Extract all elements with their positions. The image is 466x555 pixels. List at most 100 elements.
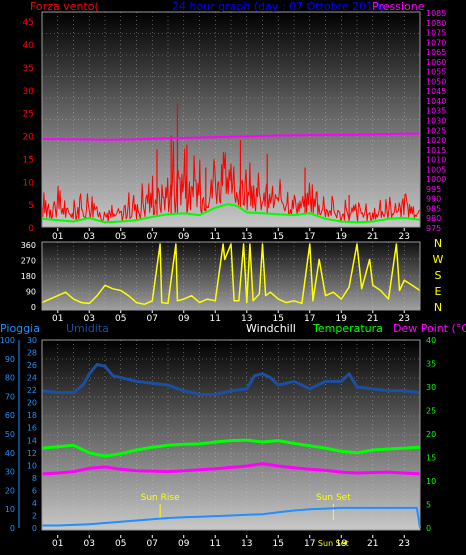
temperature-axis-tick: 25 <box>426 407 436 416</box>
pressure-axis-tick: 1080 <box>426 19 446 28</box>
meteo-xaxis-tick-label: 07 <box>147 539 158 549</box>
humidity-axis-tick: 20 <box>5 486 15 495</box>
direction-panel-frame <box>41 241 421 311</box>
meteo-xaxis-tick-label: 13 <box>241 539 252 549</box>
direction-xaxis-tick-label: 03 <box>84 314 95 324</box>
humidity-axis-tick: 50 <box>5 430 15 439</box>
pressure-axis-tick: 975 <box>426 224 441 233</box>
wind-axis-tick: 5 <box>28 201 34 211</box>
temperature-axis-tick: 30 <box>426 383 436 392</box>
pressure-axis-tick: 980 <box>426 214 441 223</box>
meteo-xaxis-tick-label: 01 <box>52 539 63 549</box>
rain-axis-tick: 28 <box>27 349 37 358</box>
wind-axis-tick: 25 <box>23 110 34 120</box>
pressure-axis-tick: 990 <box>426 195 441 204</box>
wind-xaxis-tick-label: 07 <box>147 232 158 242</box>
meteo-panel-background <box>42 340 420 530</box>
direction-xaxis-tick-label: 09 <box>178 314 190 324</box>
wind-xaxis-tick-label: 03 <box>84 232 95 242</box>
pressure-series <box>41 132 420 141</box>
pressure-axis-tick: 1000 <box>426 175 446 184</box>
wind-axis-tick: 15 <box>23 155 34 165</box>
humidity-axis-tick: 30 <box>5 468 15 477</box>
direction-axis-tick: 270 <box>21 257 36 266</box>
direction-xaxis-tick-label: 21 <box>367 314 378 324</box>
direction-xaxis-tick-label: 05 <box>115 314 126 324</box>
direction-xaxis-tick-label: 11 <box>210 314 221 324</box>
temperature-axis-tick: 20 <box>426 430 436 439</box>
sun-marker-label: Sun Rise <box>141 493 180 503</box>
pressure-axis-tick: 1040 <box>426 97 446 106</box>
dewpoint-series <box>41 462 421 476</box>
rain-axis-tick: 4 <box>32 499 37 508</box>
direction-compass-label: N <box>434 301 442 314</box>
pressure-axis-tick: 1020 <box>426 136 446 145</box>
direction-axis-tick: 0 <box>31 303 36 312</box>
pressure-axis-tick: 1065 <box>426 48 446 57</box>
temperature-axis-tick: 35 <box>426 360 436 369</box>
humidity-legend-label: Umidita <box>66 322 109 335</box>
meteo-xaxis-tick-label: 05 <box>115 539 126 549</box>
humidity-axis-tick: 100 <box>0 336 15 345</box>
wind-xaxis-tick-label: 01 <box>52 232 63 242</box>
pressure-axis-tick: 1030 <box>426 117 446 126</box>
wind-panel-background <box>42 12 420 227</box>
meteo-xaxis-tick-label: 17 <box>304 539 315 549</box>
meteo-xaxis-tick-label: 21 <box>367 539 378 549</box>
wind-xaxis-tick-label: 23 <box>399 232 410 242</box>
wind-average-series <box>41 203 421 224</box>
wind-xaxis-tick-label: 17 <box>304 232 315 242</box>
direction-compass-label: E <box>435 285 442 298</box>
direction-axis-tick: 180 <box>21 272 36 281</box>
temperature-legend-label: Temperatura <box>312 322 383 335</box>
rain-axis-tick: 20 <box>27 399 37 408</box>
wind-xaxis-tick-label: 21 <box>367 232 378 242</box>
rain-axis-tick: 24 <box>27 374 37 383</box>
wind-axis-tick: 40 <box>23 41 35 51</box>
wind-xaxis-tick-label: 11 <box>210 232 221 242</box>
rain-axis-tick: 6 <box>32 486 37 495</box>
humidity-series <box>41 362 421 396</box>
wind-xaxis-tick-label: 05 <box>115 232 126 242</box>
humidity-axis-tick: 10 <box>5 505 15 514</box>
wind-axis-tick: 35 <box>23 64 34 74</box>
direction-xaxis-tick-label: 19 <box>336 314 348 324</box>
direction-compass-label: N <box>434 237 442 250</box>
humidity-axis-tick: 0 <box>10 524 15 533</box>
wind-panel-frame <box>41 11 421 228</box>
rain-axis-tick: 2 <box>32 511 37 520</box>
pressure-axis-tick: 1035 <box>426 107 446 116</box>
pressure-axis-tick: 1015 <box>426 146 446 155</box>
direction-xaxis-tick-label: 13 <box>241 314 252 324</box>
pressure-axis-tick: 1055 <box>426 68 446 77</box>
direction-compass-label: S <box>435 269 442 282</box>
rain-axis-tick: 22 <box>27 386 37 395</box>
rain-axis-tick: 0 <box>32 524 37 533</box>
humidity-axis-tick: 40 <box>5 449 15 458</box>
pressure-axis-title: Pressione <box>372 0 425 13</box>
rain-axis-tick: 18 <box>27 411 37 420</box>
temperature-axis-tick: 40 <box>426 336 436 345</box>
wind-axis-tick: 0 <box>28 224 34 234</box>
wind-xaxis-tick-label: 19 <box>336 232 348 242</box>
direction-xaxis-tick-label: 17 <box>304 314 315 324</box>
wind-axis-tick: 30 <box>23 87 35 97</box>
pressure-axis-tick: 1050 <box>426 77 446 86</box>
windchill-legend-label: Windchill <box>246 322 296 335</box>
rain-axis-tick: 12 <box>27 449 37 458</box>
wind-axis-tick: 10 <box>23 178 35 188</box>
temperature-series <box>41 438 421 458</box>
chart-title: 24 hour graph (day : 07 Ottobre 2013) <box>172 0 384 13</box>
humidity-axis-tick: 60 <box>5 411 15 420</box>
wind-xaxis-tick-label: 15 <box>273 232 284 242</box>
sun-marker-label: Sun Set <box>316 493 351 503</box>
wind-axis-tick: 20 <box>23 133 35 143</box>
direction-axis-tick: 90 <box>26 288 36 297</box>
temperature-axis-tick: 5 <box>426 501 431 510</box>
rain-axis-tick: 30 <box>27 336 37 345</box>
series-layer: Sun Rise Sun Set Sun Set <box>41 103 421 548</box>
rain-legend-label: Pioggia <box>0 322 40 335</box>
pressure-axis-tick: 1060 <box>426 58 446 67</box>
rain-axis-tick: 26 <box>27 361 37 370</box>
